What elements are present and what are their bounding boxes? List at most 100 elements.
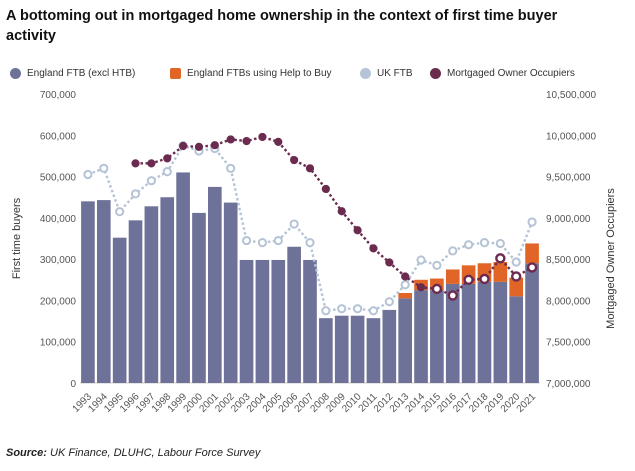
point-owner-occupiers — [463, 274, 474, 285]
chart-title: A bottoming out in mortgaged home owners… — [6, 8, 558, 44]
y-left-tick-label: 600,000 — [40, 131, 77, 142]
point-owner-occupiers — [163, 154, 172, 163]
bar-england-ftb — [223, 202, 238, 383]
point-owner-occupiers — [321, 184, 330, 194]
point-owner-occupiers — [290, 155, 299, 165]
point-uk-ftb — [83, 169, 93, 180]
point-owner-occupiers — [305, 164, 315, 173]
bar-england-ftb — [208, 186, 222, 383]
bar-england-ftb — [303, 259, 317, 383]
bar-england-ftb — [319, 318, 333, 383]
y-right-tick-label: 8,000,000 — [546, 296, 591, 307]
y-left-tick-label: 200,000 — [40, 296, 77, 307]
point-uk-ftb — [241, 235, 252, 246]
point-uk-ftb — [511, 257, 521, 267]
legend-label-help-to-buy: England FTBs using Help to Buy — [187, 68, 332, 79]
point-owner-occupiers — [258, 132, 267, 142]
legend-item-england-ftb: England FTB (excl HTB) — [10, 68, 135, 79]
bar-help-to-buy — [398, 292, 412, 299]
bar-england-ftb — [96, 200, 111, 383]
y-right-tick-label: 8,500,000 — [546, 255, 591, 266]
bar-england-ftb — [525, 263, 539, 383]
bar-england-ftb — [271, 259, 286, 383]
point-uk-ftb — [321, 306, 331, 316]
bar-england-ftb — [287, 246, 301, 383]
bar-england-ftb — [398, 298, 412, 383]
y-right-tick-label: 10,000,000 — [546, 131, 596, 142]
point-uk-ftb — [162, 167, 172, 177]
point-uk-ftb — [400, 280, 410, 290]
point-uk-ftb — [416, 255, 426, 265]
y-right-tick-label: 7,000,000 — [546, 379, 591, 390]
bar-england-ftb — [144, 206, 159, 383]
point-owner-occupiers — [210, 141, 219, 150]
point-owner-occupiers — [495, 253, 506, 264]
legend-swatch-uk-ftb — [360, 68, 371, 79]
legend-swatch-help-to-buy — [170, 68, 181, 79]
bar-england-ftb — [461, 283, 476, 383]
point-uk-ftb — [384, 297, 394, 307]
bar-england-ftb — [81, 201, 95, 383]
point-owner-occupiers — [526, 262, 538, 273]
bar-help-to-buy — [445, 269, 460, 284]
point-owner-occupiers — [131, 159, 140, 168]
series-uk-ftb-line — [87, 144, 534, 313]
bar-england-ftb — [366, 318, 381, 383]
bar-england-ftb — [445, 283, 460, 383]
y-right-tick-label: 7,500,000 — [546, 338, 591, 349]
legend-item-uk-ftb: UK FTB — [360, 68, 413, 79]
y-right-axis-title: Mortgaged Owner Occupiers — [605, 188, 617, 329]
point-uk-ftb — [273, 235, 283, 246]
bar-england-ftb — [239, 259, 254, 383]
bar-england-ftb — [112, 237, 127, 383]
bar-england-ftb — [160, 197, 175, 383]
bar-england-ftb — [255, 259, 270, 383]
bar-help-to-buy — [525, 243, 539, 264]
y-left-tick-label: 300,000 — [40, 255, 77, 266]
legend-swatch-owner-occupiers — [430, 68, 441, 79]
point-owner-occupiers — [226, 135, 235, 144]
y-left-axis-title: First time buyers — [11, 197, 23, 279]
point-owner-occupiers — [479, 273, 490, 285]
point-owner-occupiers — [179, 141, 188, 151]
legend-label-owner-occupiers: Mortgaged Owner Occupiers — [447, 68, 575, 79]
point-uk-ftb — [527, 217, 537, 227]
point-uk-ftb — [448, 246, 458, 256]
y-left-tick-label: 100,000 — [40, 338, 77, 349]
point-uk-ftb — [305, 238, 315, 248]
point-uk-ftb — [352, 304, 363, 314]
bar-help-to-buy — [509, 277, 524, 297]
point-uk-ftb — [432, 260, 442, 270]
point-uk-ftb — [226, 163, 236, 173]
bar-england-ftb — [192, 212, 206, 383]
point-uk-ftb — [368, 306, 379, 316]
y-left-tick-label: 400,000 — [40, 214, 77, 225]
point-uk-ftb — [146, 176, 156, 186]
point-uk-ftb — [99, 163, 109, 173]
point-uk-ftb — [495, 238, 505, 249]
point-owner-occupiers — [353, 226, 362, 235]
bar-england-ftb — [128, 220, 143, 383]
y-right-tick-label: 9,500,000 — [546, 173, 591, 184]
source-label: Source: — [6, 447, 47, 459]
point-owner-occupiers — [274, 137, 283, 146]
y-right-tick-label: 10,500,000 — [546, 90, 596, 101]
point-owner-occupiers — [242, 136, 251, 146]
bar-england-ftb — [382, 309, 397, 383]
legend-label-england-ftb: England FTB (excl HTB) — [27, 68, 136, 79]
point-owner-occupiers — [401, 272, 410, 281]
legend-swatch-england-ftb — [10, 68, 21, 79]
point-uk-ftb — [479, 238, 490, 248]
bar-england-ftb — [334, 315, 349, 383]
bar-england-ftb — [414, 290, 428, 383]
y-left-tick-label: 700,000 — [40, 90, 77, 101]
point-owner-occupiers — [447, 290, 458, 301]
bar-england-ftb — [350, 315, 365, 383]
point-owner-occupiers — [511, 271, 522, 282]
legend-item-owner-occupiers: Mortgaged Owner Occupiers — [430, 68, 575, 79]
point-owner-occupiers — [416, 283, 426, 292]
y-left-tick-label: 500,000 — [40, 173, 77, 184]
point-uk-ftb — [337, 304, 347, 314]
point-owner-occupiers — [431, 283, 443, 295]
